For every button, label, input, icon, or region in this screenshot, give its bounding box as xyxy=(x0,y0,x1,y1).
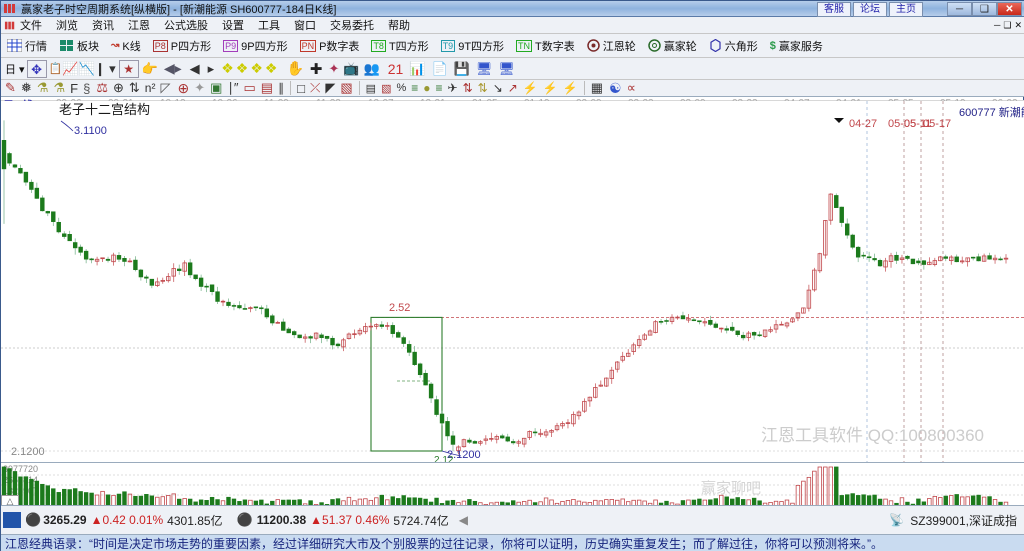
svg-text:江恩工具软件 QQ:100800360: 江恩工具软件 QQ:100800360 xyxy=(761,426,984,445)
svg-text:2.12: 2.12 xyxy=(434,455,454,463)
svg-text:赢家聊吧: 赢家聊吧 xyxy=(701,480,761,497)
svg-text:老子十二宫结构: 老子十二宫结构 xyxy=(59,102,150,117)
svg-text:2.1200: 2.1200 xyxy=(11,446,45,458)
svg-text:04-27: 04-27 xyxy=(849,118,877,130)
svg-text:600777 新潮能源: 600777 新潮能源 xyxy=(959,105,1024,119)
svg-text:3.1100: 3.1100 xyxy=(74,125,107,137)
svg-text:05-17: 05-17 xyxy=(923,118,951,130)
svg-text:2.52: 2.52 xyxy=(389,302,410,314)
